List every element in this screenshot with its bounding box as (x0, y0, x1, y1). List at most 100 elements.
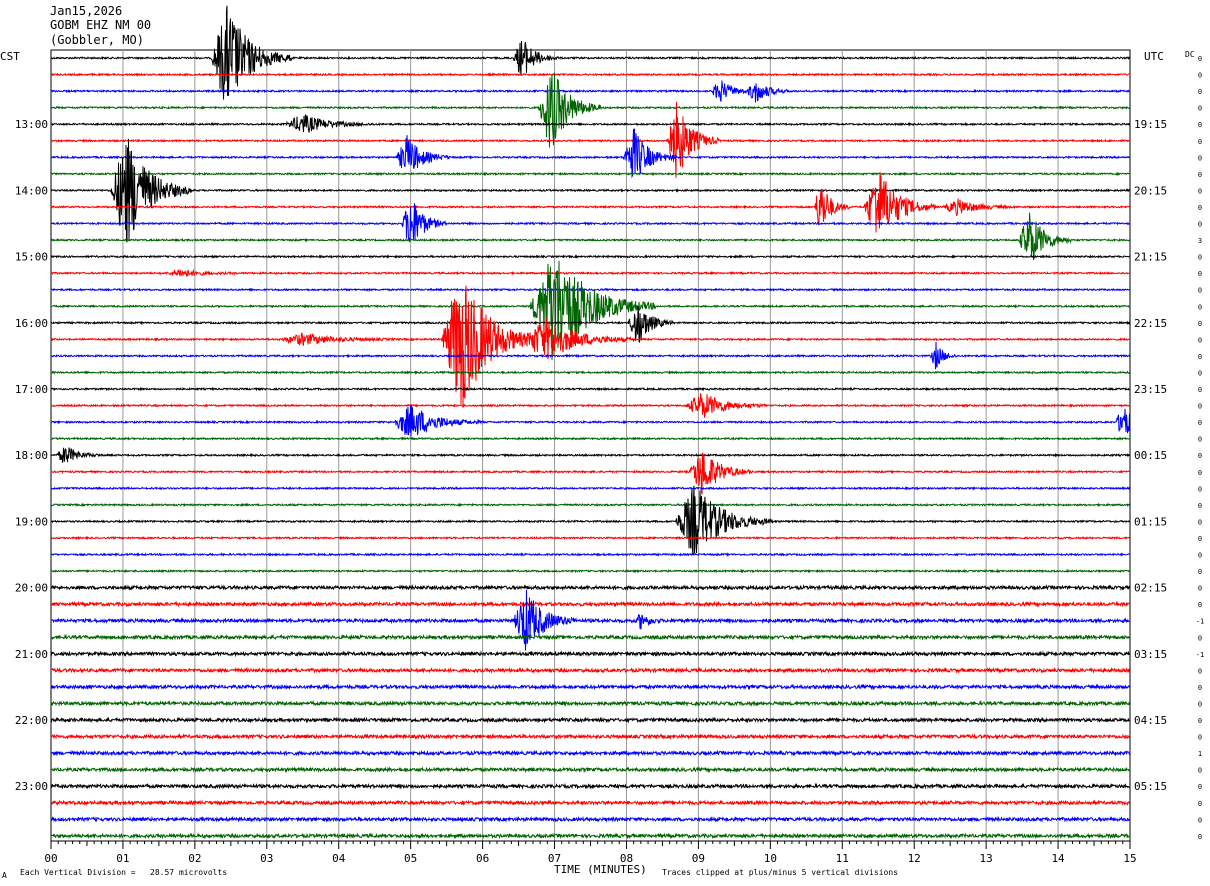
trace-line (50, 128, 1131, 179)
dc-offset: 0 (1198, 419, 1202, 427)
x-tick-label: 00 (44, 852, 57, 865)
right-hour-label: 04:15 (1134, 714, 1167, 727)
trace-line (50, 716, 1130, 724)
trace-line (50, 749, 1131, 757)
minute-grid (50, 49, 1131, 842)
trace-line (50, 502, 1130, 508)
x-tick-label: 11 (836, 852, 849, 865)
dc-offset: 0 (1198, 684, 1202, 692)
left-hour-label: 13:00 (15, 118, 48, 131)
trace-line (50, 101, 1131, 178)
trace-line (50, 552, 1131, 557)
trace-line (50, 114, 1131, 133)
dc-offset: 0 (1198, 700, 1202, 708)
right-hour-label: 21:15 (1134, 251, 1167, 264)
left-hour-label: 17:00 (15, 383, 48, 396)
right-timezone: UTC (1144, 50, 1164, 63)
trace-line (50, 486, 1131, 491)
dc-offset: 0 (1198, 204, 1202, 212)
dc-offset: 3 (1198, 237, 1202, 245)
dc-offset: 0 (1198, 552, 1202, 560)
station-label: GOBM EHZ NM 00 (50, 18, 152, 32)
trace-line (50, 72, 1131, 148)
dc-offset: 0 (1198, 105, 1202, 113)
dc-offset: 0 (1198, 518, 1202, 526)
trace-line (50, 393, 1131, 419)
dc-offset: 0 (1198, 287, 1202, 295)
x-tick-label: 03 (260, 852, 273, 865)
plot-frame (50, 49, 1131, 842)
left-hour-label: 15:00 (15, 251, 48, 264)
right-hour-label: 19:15 (1134, 118, 1167, 131)
x-tick-label: 02 (188, 852, 201, 865)
dc-offset: 0 (1198, 270, 1202, 278)
right-hour-label: 05:15 (1134, 780, 1167, 793)
trace-line (50, 203, 1131, 243)
trace-line (50, 447, 1131, 463)
trace-line (50, 260, 1131, 361)
right-hour-label: 20:15 (1134, 184, 1167, 197)
dc-offset: 0 (1198, 717, 1202, 725)
trace-line (50, 341, 1131, 370)
trace-line (50, 254, 1131, 259)
dc-offset: 0 (1198, 767, 1202, 775)
time-axis: 00 01 02 03 04 05 06 07 08 09 10 11 12 13 14 15 (44, 840, 1137, 865)
trace-line (50, 485, 1131, 556)
dc-offset: 0 (1198, 154, 1202, 162)
trace-line (50, 832, 1131, 840)
trace-line (50, 80, 1131, 103)
dc-offset: 0 (1198, 386, 1202, 394)
dc-offset: 0 (1198, 221, 1202, 229)
dc-offset: 0 (1198, 121, 1202, 129)
trace-line (50, 782, 1131, 790)
x-tick-label: 13 (980, 852, 993, 865)
right-hour-label: 22:15 (1134, 317, 1167, 330)
trace-line (50, 72, 1131, 77)
dc-offset: 0 (1198, 403, 1202, 411)
dc-offset: 0 (1198, 171, 1202, 179)
trace-line (50, 766, 1131, 774)
dc-offset: 0 (1198, 485, 1202, 493)
right-hour-label: 01:15 (1134, 515, 1167, 528)
trace-line (50, 700, 1131, 707)
x-tick-label: 07 (548, 852, 561, 865)
dc-offset: 0 (1198, 783, 1202, 791)
dc-offset: 0 (1198, 833, 1202, 841)
trace-line (50, 815, 1131, 823)
date-label: Jan15,2026 (50, 4, 123, 18)
dc-offset: 0 (1198, 187, 1202, 195)
trace-line (50, 568, 1131, 574)
location-label: (Gobbler, MO) (50, 33, 144, 47)
dc-header: DC (1185, 50, 1195, 59)
x-tick-label: 15 (1123, 852, 1136, 865)
right-hour-label: 00:15 (1134, 449, 1167, 462)
x-tick-label: 09 (692, 852, 705, 865)
trace-line (50, 436, 1131, 441)
corner-mark: A (2, 871, 7, 880)
dc-offset: 0 (1198, 436, 1202, 444)
left-hour-label: 16:00 (15, 317, 48, 330)
dc-offset: -1 (1196, 618, 1204, 626)
dc-offset: 0 (1198, 254, 1202, 262)
right-hour-label: 02:15 (1134, 582, 1167, 595)
trace-line (50, 268, 1131, 278)
dc-offset: 0 (1198, 634, 1202, 642)
trace-line (50, 386, 1131, 392)
trace-line (50, 285, 1131, 408)
x-tick-label: 04 (332, 852, 346, 865)
dc-offset: 0 (1198, 55, 1202, 63)
trace-line (50, 666, 1131, 674)
trace-line (50, 171, 1131, 233)
trace-line (51, 370, 1131, 375)
left-hour-label: 19:00 (15, 515, 48, 528)
dc-offset: 0 (1198, 816, 1202, 824)
trace-line (51, 287, 1131, 293)
dc-offset: 1 (1198, 750, 1202, 758)
trace-line (50, 799, 1131, 807)
scale-note: Each Vertical Division = 28.57 microvolt… (20, 868, 228, 877)
dc-offset: 0 (1198, 601, 1202, 609)
dc-offset: 0 (1198, 568, 1202, 576)
dc-offset: -1 (1196, 651, 1204, 659)
right-hour-label: 23:15 (1134, 383, 1167, 396)
dc-offset: 0 (1198, 88, 1202, 96)
